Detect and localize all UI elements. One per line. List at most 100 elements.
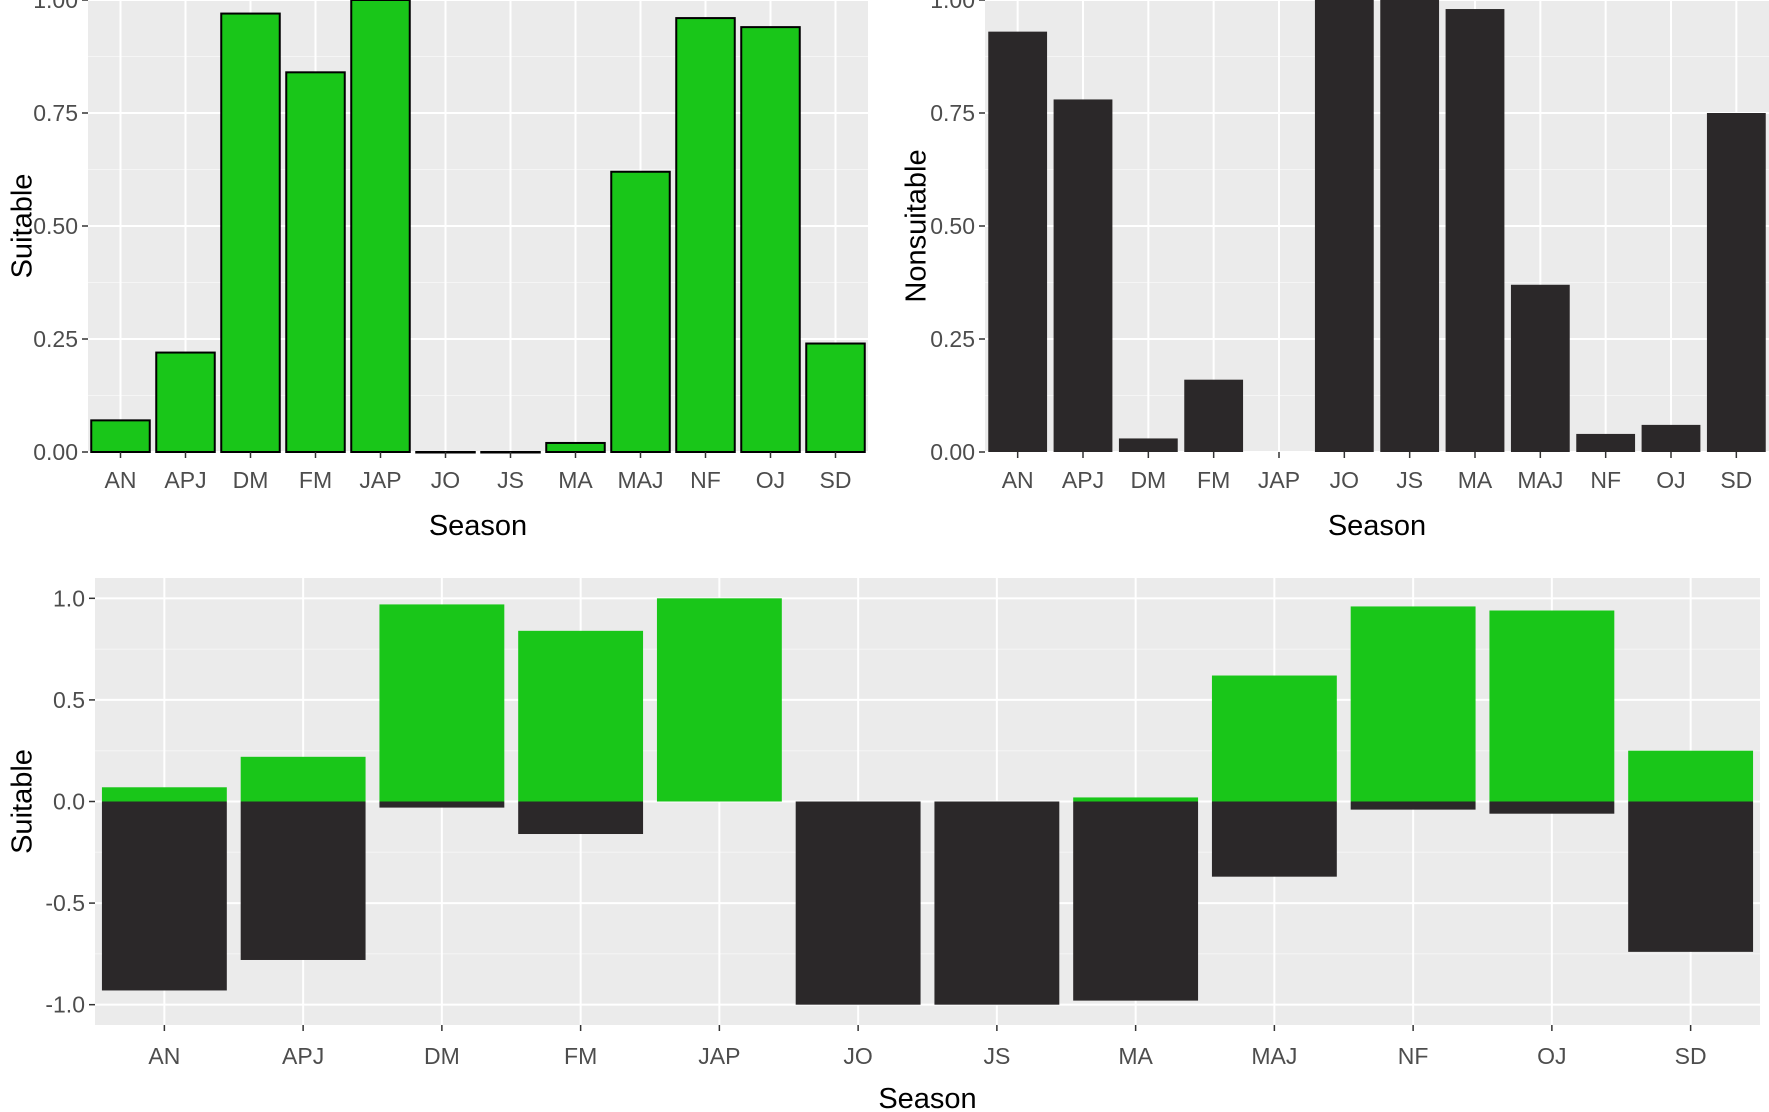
- bar-suitable-an: [101, 787, 227, 802]
- bar-nonsuitable-apj: [1053, 99, 1113, 452]
- x-tick-label: NF: [1590, 467, 1621, 493]
- x-tick-label: SD: [1675, 1043, 1707, 1069]
- x-axis-title: Season: [1328, 510, 1426, 542]
- x-tick-label: JS: [497, 467, 524, 493]
- bar-suitable-dm: [379, 604, 505, 802]
- bar-suitable-jap: [656, 598, 782, 802]
- y-axis-title: Suitable: [7, 174, 39, 279]
- bar-suitable-nf: [675, 17, 736, 454]
- x-tick-label: JAP: [698, 1043, 740, 1069]
- bar-suitable-apj: [240, 756, 366, 802]
- bar-suitable-nf: [1350, 606, 1476, 802]
- x-tick-label: SD: [1720, 467, 1752, 493]
- x-tick-label: FM: [1197, 467, 1230, 493]
- bar-nonsuitable-oj: [1641, 424, 1701, 452]
- bar-nonsuitable-dm: [1118, 438, 1178, 452]
- panel-suitable-chart: 0.00 0.25 0.50 0.75 1.00 AN APJ DM FM JAP JO JS MA MA…: [7, 0, 868, 542]
- x-tick-label: SD: [820, 467, 852, 493]
- y-tick-label: 0.75: [930, 100, 975, 126]
- bar-nonsuitable-an: [101, 801, 227, 991]
- bar-nonsuitable-js: [934, 801, 1060, 1005]
- y-tick-label: 0.50: [33, 213, 78, 239]
- bar-nonsuitable-jo: [1314, 0, 1374, 452]
- panel-nonsuitable-chart: 0.00 0.25 0.50 0.75 1.00 AN APJ DM FM JAP JO JS MA MA…: [901, 0, 1769, 542]
- x-tick-label: DM: [233, 467, 269, 493]
- bar-nonsuitable-an: [988, 31, 1048, 452]
- x-tick-label: JAP: [359, 467, 401, 493]
- x-tick-label: JO: [1330, 467, 1359, 493]
- bar-suitable-maj: [610, 170, 671, 453]
- x-tick-label: JO: [843, 1043, 872, 1069]
- bar-nonsuitable-js: [1380, 0, 1440, 452]
- y-tick-label: 0.25: [930, 326, 975, 352]
- y-tick-label: 0.75: [33, 100, 78, 126]
- bar-nonsuitable-nf: [1576, 433, 1636, 452]
- y-tick-label: 1.00: [33, 0, 78, 13]
- bar-nonsuitable-nf: [1350, 801, 1476, 810]
- y-tick-label: 0.5: [53, 687, 85, 713]
- x-tick-label: JS: [1396, 467, 1423, 493]
- x-tick-label: APJ: [1062, 467, 1104, 493]
- bar-suitable-an: [90, 419, 151, 453]
- bar-suitable-oj: [740, 26, 801, 454]
- bar-nonsuitable-sd: [1628, 801, 1754, 952]
- x-tick-label: FM: [564, 1043, 597, 1069]
- x-tick-label: AN: [1002, 467, 1034, 493]
- y-tick-label: 1.0: [53, 585, 85, 611]
- y-tick-label: 0.00: [33, 439, 78, 465]
- x-tick-label: AN: [105, 467, 137, 493]
- bar-suitable-fm: [285, 71, 346, 453]
- bar-suitable-sd: [1628, 750, 1754, 802]
- x-axis-title: Season: [429, 510, 527, 542]
- y-axis-title: Nonsuitable: [901, 149, 933, 302]
- panel-diverging-chart: -1.0 -0.5 0.0 0.5 1.0 AN APJ DM FM JAP JO JS MA MAJ NF…: [7, 578, 1760, 1112]
- y-tick-label: 0.25: [33, 326, 78, 352]
- bar-suitable-ma: [545, 441, 606, 453]
- bar-nonsuitable-sd: [1706, 113, 1766, 452]
- x-tick-label: JO: [431, 467, 460, 493]
- x-tick-label: DM: [424, 1043, 460, 1069]
- y-tick-label: -0.5: [45, 890, 85, 916]
- bar-nonsuitable-maj: [1510, 284, 1570, 452]
- bar-suitable-ma: [1073, 797, 1199, 802]
- bar-suitable-oj: [1489, 610, 1615, 802]
- bar-nonsuitable-fm: [518, 801, 644, 835]
- bar-nonsuitable-maj: [1211, 801, 1337, 877]
- y-tick-label: 1.00: [930, 0, 975, 13]
- bar-nonsuitable-jo: [795, 801, 921, 1005]
- x-tick-label: MA: [1458, 467, 1493, 493]
- x-tick-label: OJ: [756, 467, 785, 493]
- y-axis-title: Suitable: [7, 749, 39, 854]
- x-tick-label: OJ: [1656, 467, 1685, 493]
- x-tick-label: OJ: [1537, 1043, 1566, 1069]
- x-tick-label: NF: [690, 467, 721, 493]
- y-tick-label: -1.0: [45, 992, 85, 1018]
- x-tick-label: FM: [299, 467, 332, 493]
- x-tick-label: APJ: [164, 467, 206, 493]
- y-tick-label: 0.00: [930, 439, 975, 465]
- x-tick-label: DM: [1130, 467, 1166, 493]
- bar-suitable-jap: [350, 0, 411, 453]
- y-tick-label: 0.0: [53, 789, 85, 815]
- x-tick-label: JAP: [1258, 467, 1300, 493]
- x-tick-label: MA: [558, 467, 593, 493]
- bar-nonsuitable-ma: [1073, 801, 1199, 1001]
- x-tick-label: MAJ: [618, 467, 664, 493]
- x-tick-label: MA: [1118, 1043, 1153, 1069]
- y-tick-label: 0.50: [930, 213, 975, 239]
- bar-nonsuitable-dm: [379, 801, 505, 808]
- bar-suitable-sd: [805, 342, 866, 453]
- bar-nonsuitable-oj: [1489, 801, 1615, 814]
- x-axis-title: Season: [878, 1083, 976, 1112]
- x-tick-label: APJ: [282, 1043, 324, 1069]
- bar-nonsuitable-ma: [1445, 9, 1505, 452]
- bar-nonsuitable-fm: [1184, 379, 1244, 452]
- x-tick-label: MAJ: [1251, 1043, 1297, 1069]
- x-tick-label: JS: [983, 1043, 1010, 1069]
- bar-suitable-maj: [1211, 675, 1337, 802]
- x-tick-label: MAJ: [1517, 467, 1563, 493]
- bar-nonsuitable-apj: [240, 801, 366, 960]
- bar-suitable-apj: [155, 351, 216, 453]
- bar-suitable-fm: [518, 630, 644, 802]
